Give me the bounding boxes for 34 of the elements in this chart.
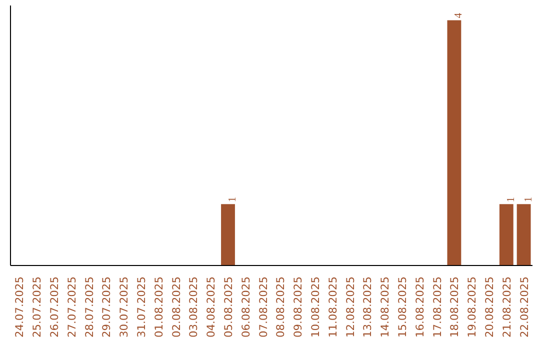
x-tick-label: 30.07.2025 xyxy=(118,276,131,338)
x-tick-label: 29.07.2025 xyxy=(100,276,114,338)
x-tick-label: 21.08.2025 xyxy=(500,276,514,338)
x-tick-label: 08.08.2025 xyxy=(274,276,288,338)
x-tick-label: 14.08.2025 xyxy=(378,276,392,338)
data-label: 1 xyxy=(523,196,534,202)
x-tick-label: 31.07.2025 xyxy=(135,276,148,338)
x-tick-label: 12.08.2025 xyxy=(344,276,357,338)
x-tick-label: 25.07.2025 xyxy=(30,276,44,338)
x-tick-label: 18.08.2025 xyxy=(448,276,462,338)
x-tick-label: 06.08.2025 xyxy=(239,276,252,338)
x-tick-label: 28.07.2025 xyxy=(82,276,96,338)
x-tick-label: 10.08.2025 xyxy=(309,276,322,338)
x-tick-label: 16.08.2025 xyxy=(413,276,426,338)
x-tick-label: 27.07.2025 xyxy=(65,276,78,338)
x-tick-label: 15.08.2025 xyxy=(396,276,409,338)
data-label: 4 xyxy=(454,12,465,18)
x-tick-label: 22.08.2025 xyxy=(518,276,531,338)
x-tick-label: 19.08.2025 xyxy=(466,276,479,338)
x-tick-label: 02.08.2025 xyxy=(170,276,183,338)
x-tick-label: 26.07.2025 xyxy=(48,276,61,338)
x-tick-label: 13.08.2025 xyxy=(361,276,374,338)
x-tick-label: 17.08.2025 xyxy=(430,276,444,338)
x-tick-label: 11.08.2025 xyxy=(326,276,340,338)
data-label: 1 xyxy=(228,196,238,202)
x-tick-label: 24.07.2025 xyxy=(13,276,26,338)
x-tick-label: 04.08.2025 xyxy=(204,276,218,338)
x-tick-label: 07.08.2025 xyxy=(256,276,270,338)
x-tick-label: 03.08.2025 xyxy=(187,276,200,338)
x-tick-label: 01.08.2025 xyxy=(152,276,166,338)
data-label: 1 xyxy=(506,196,517,202)
x-tick-label: 09.08.2025 xyxy=(292,276,305,338)
x-tick-label: 20.08.2025 xyxy=(483,276,496,338)
x-tick-label: 05.08.2025 xyxy=(222,276,235,338)
